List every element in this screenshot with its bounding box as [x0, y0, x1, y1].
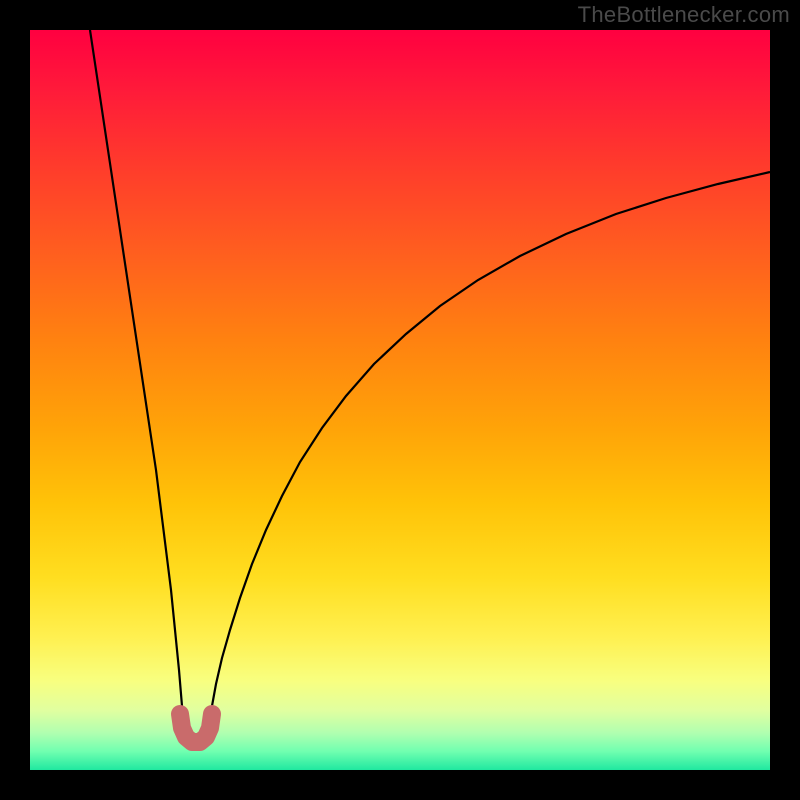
chart-container: TheBottlenecker.com	[0, 0, 800, 800]
bottleneck-chart	[0, 0, 800, 800]
watermark-text: TheBottlenecker.com	[578, 2, 790, 28]
heat-gradient-area	[30, 30, 770, 770]
